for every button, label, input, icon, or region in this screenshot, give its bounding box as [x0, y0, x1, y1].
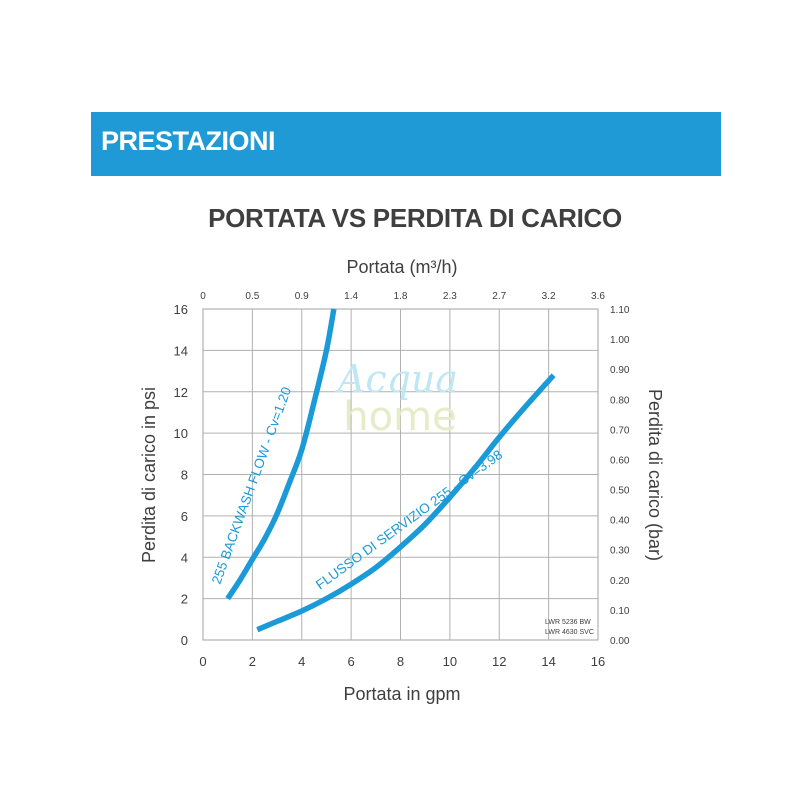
y2-tick-label: 0.40 — [610, 516, 630, 527]
plot-border — [202, 308, 599, 641]
x2-tick-label: 0 — [200, 291, 206, 302]
y-tick-label: 12 — [174, 385, 188, 400]
watermark-line-2: home — [343, 394, 456, 440]
x-tick-label: 8 — [397, 654, 404, 669]
x2-tick-label: 1.4 — [344, 291, 358, 302]
y2-tick-label: 0.00 — [610, 636, 630, 647]
y2-tick-label: 1.10 — [610, 305, 630, 316]
section-header-title: PRESTAZIONI — [101, 126, 276, 156]
y2-tick-label: 0.10 — [610, 606, 630, 617]
y2-tick-label: 0.90 — [610, 365, 630, 376]
x2-tick-label: 3.6 — [591, 291, 605, 302]
y2-tick-label: 0.80 — [610, 395, 630, 406]
x2-tick-label: 2.3 — [443, 291, 457, 302]
y2-tick-label: 0.30 — [610, 546, 630, 557]
series-label-service: FLUSSO DI SERVIZIO 255 - Cv=3.98 — [313, 447, 505, 592]
x-tick-label: 12 — [492, 654, 506, 669]
x2-tick-label: 3.2 — [542, 291, 556, 302]
y2-tick-label: 0.60 — [610, 455, 630, 466]
watermark: Acqua home — [335, 357, 458, 440]
y2-tick-label: 1.00 — [610, 335, 630, 346]
ticks: 0 2 4 6 8 10 12 14 16 0 0.5 0.9 1.4 1.8 2.3 2.7 3.2 3.6 0 2… — [174, 291, 630, 669]
x-tick-label: 14 — [541, 654, 555, 669]
y-tick-label: 8 — [181, 468, 188, 483]
x2-tick-label: 0.9 — [295, 291, 309, 302]
x2-tick-label: 0.5 — [245, 291, 259, 302]
series-line-service — [256, 373, 556, 633]
x-tick-label: 0 — [199, 654, 206, 669]
y2-axis-title: Perdita di carico (bar) — [645, 389, 665, 561]
chart-title: PORTATA VS PERDITA DI CARICO — [208, 203, 622, 233]
y-tick-label: 10 — [174, 426, 188, 441]
y-tick-label: 4 — [181, 550, 188, 565]
y-axis-title: Perdita di carico in psi — [139, 387, 159, 563]
series-line-backwash — [225, 308, 337, 601]
axis-titles: Portata in gpm Portata (m³/h) Perdita di… — [139, 257, 665, 704]
x-tick-label: 16 — [591, 654, 605, 669]
y2-tick-label: 0.20 — [610, 576, 630, 587]
x2-axis-title: Portata (m³/h) — [346, 257, 457, 277]
x2-tick-label: 2.7 — [492, 291, 506, 302]
grid — [202, 308, 599, 641]
model-note: LWR 5236 BW LWR 4630 SVC — [545, 619, 594, 636]
x2-tick-label: 1.8 — [394, 291, 408, 302]
y2-tick-label: 0.70 — [610, 425, 630, 436]
series — [225, 308, 556, 633]
x-tick-label: 2 — [249, 654, 256, 669]
y-tick-label: 16 — [174, 302, 188, 317]
model-note-line-2: LWR 4630 SVC — [545, 629, 594, 636]
x-axis-title: Portata in gpm — [343, 684, 460, 704]
watermark-line-1: Acqua — [335, 357, 458, 401]
model-note-line-1: LWR 5236 BW — [545, 619, 591, 626]
x-tick-label: 10 — [443, 654, 457, 669]
x-tick-label: 4 — [298, 654, 305, 669]
y-tick-label: 0 — [181, 633, 188, 648]
x-tick-label: 6 — [348, 654, 355, 669]
y-tick-label: 14 — [174, 343, 188, 358]
y2-tick-label: 0.50 — [610, 486, 630, 497]
section-header-banner: PRESTAZIONI — [91, 112, 721, 176]
y-tick-label: 2 — [181, 592, 188, 607]
y-tick-label: 6 — [181, 509, 188, 524]
